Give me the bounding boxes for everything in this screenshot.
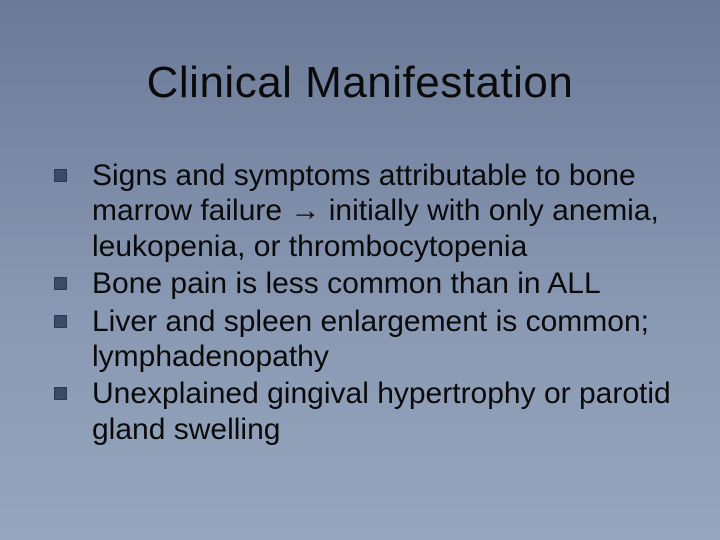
slide-title: Clinical Manifestation — [0, 58, 720, 108]
list-item-text: Unexplained gingival hypertrophy or paro… — [92, 377, 671, 445]
list-item: Signs and symptoms attributable to bone … — [52, 158, 680, 264]
square-bullet-icon — [54, 387, 67, 400]
list-item: Unexplained gingival hypertrophy or paro… — [52, 376, 680, 447]
square-bullet-icon — [54, 169, 67, 182]
list-item-text: Liver and spleen enlargement is common; … — [92, 305, 649, 373]
list-item-text: Signs and symptoms attributable to bone … — [92, 159, 659, 263]
square-bullet-icon — [54, 315, 67, 328]
bullet-list: Signs and symptoms attributable to bone … — [52, 158, 680, 449]
slide: Clinical Manifestation Signs and symptom… — [0, 0, 720, 540]
square-bullet-icon — [54, 277, 67, 290]
list-item: Liver and spleen enlargement is common; … — [52, 304, 680, 375]
list-item: Bone pain is less common than in ALL — [52, 266, 680, 301]
list-item-text: Bone pain is less common than in ALL — [92, 267, 601, 300]
